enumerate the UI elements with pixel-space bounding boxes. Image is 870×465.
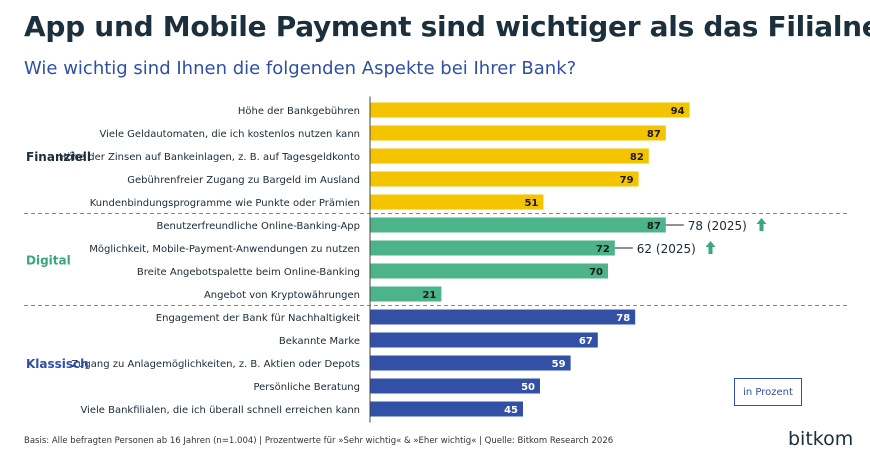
bar [370,217,666,233]
data-label: 45 [504,405,518,416]
data-label: 50 [521,382,535,393]
category-label: Persönliche Beratung [253,382,360,393]
bar [370,171,639,187]
category-label: Angebot von Kryptowährungen [204,290,360,301]
category-label: Höhe der Zinsen auf Bankeinlagen, z. B. … [59,152,360,163]
category-label: Benutzerfreundliche Online-Banking-App [157,221,360,232]
category-label: Zugang zu Anlagemöglichkeiten, z. B. Akt… [71,359,360,370]
comparison-label: 62 (2025) [637,242,696,256]
bar [370,263,608,279]
bar [370,194,544,210]
bar [370,240,615,256]
brand-logo: bitkom [788,428,854,450]
page-title: App und Mobile Payment sind wichtiger al… [24,10,870,43]
group-label: Klassisch [26,357,89,371]
data-label: 82 [630,152,644,163]
bar [370,309,636,325]
category-label: Gebührenfreier Zugang zu Bargeld im Ausl… [127,175,360,186]
data-label: 72 [596,244,610,255]
bar [370,332,598,348]
bar [370,125,666,141]
unit-label: in Prozent [734,378,802,406]
data-label: 94 [671,106,685,117]
data-label: 78 [616,313,630,324]
comparison-label: 78 (2025) [688,219,747,233]
arrow-up-icon [705,241,716,254]
data-label: 87 [647,221,661,232]
data-label: 87 [647,129,661,140]
data-label: 59 [552,359,566,370]
data-label: 70 [589,267,603,278]
bar [370,401,523,417]
bar [370,102,690,118]
data-label: 51 [524,198,538,209]
arrow-up-icon [756,218,767,231]
page-subtitle: Wie wichtig sind Ihnen die folgenden Asp… [24,58,577,79]
data-label: 67 [579,336,593,347]
data-label: 21 [422,290,436,301]
category-label: Möglichkeit, Mobile-Payment-Anwendungen … [89,244,360,255]
bar [370,378,540,394]
category-label: Viele Geldautomaten, die ich kostenlos n… [100,129,360,140]
group-label: Finanziell [26,150,91,164]
data-label: 79 [620,175,634,186]
bar [370,148,649,164]
bar [370,355,571,371]
bar [370,286,442,302]
source-footnote: Basis: Alle befragten Personen ab 16 Jah… [24,436,614,446]
category-label: Breite Angebotspalette beim Online-Banki… [137,267,360,278]
category-label: Viele Bankfilialen, die ich überall schn… [80,405,360,416]
category-label: Bekannte Marke [279,336,360,347]
category-label: Kundenbindungsprogramme wie Punkte oder … [90,198,360,209]
group-label: Digital [26,254,71,268]
category-label: Höhe der Bankgebühren [238,106,360,117]
category-label: Engagement der Bank für Nachhaltigkeit [156,313,360,324]
